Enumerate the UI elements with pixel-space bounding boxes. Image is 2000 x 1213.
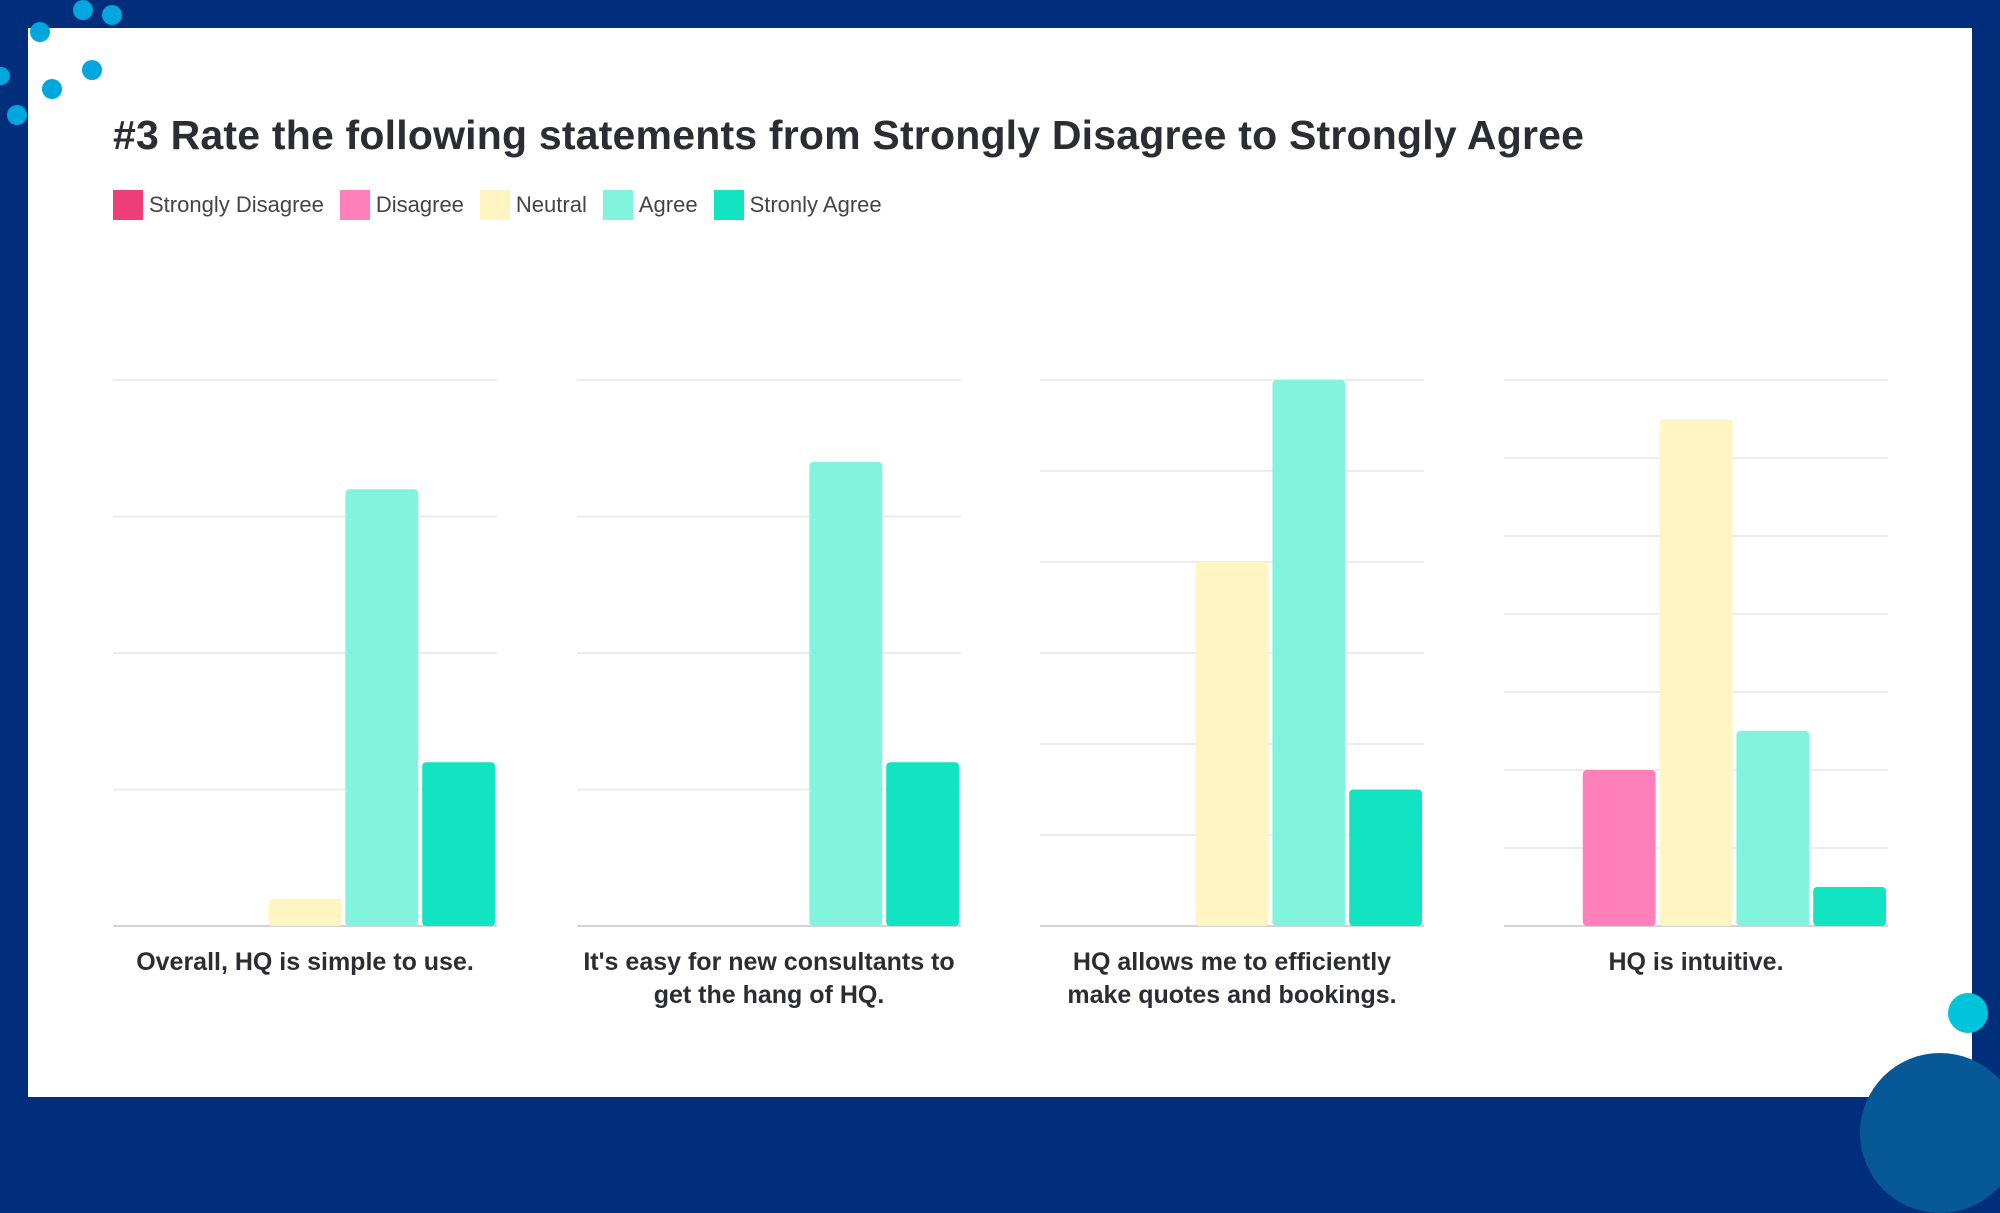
- bar-stronly-agree: [1813, 887, 1886, 926]
- category-label: Overall, HQ is simple to use.: [136, 948, 474, 976]
- decor-dot: [7, 105, 27, 125]
- legend-swatch: [339, 190, 370, 220]
- legend-swatch: [113, 190, 143, 220]
- legend-item: Agree: [602, 190, 698, 220]
- decor-dot: [30, 22, 50, 42]
- legend-label: Neutral: [515, 192, 587, 217]
- legend-swatch: [602, 190, 633, 220]
- decor-dot: [73, 0, 93, 20]
- decor-dot: [102, 5, 122, 25]
- decor-dot: [1948, 993, 1988, 1033]
- legend-label: Disagree: [375, 192, 464, 217]
- legend: Strongly Disagree Disagree Neutral Agree Str…: [113, 190, 882, 220]
- bar-agree: [345, 489, 419, 926]
- legend-item: Stronly Agree: [713, 190, 882, 220]
- legend-item: Neutral: [479, 190, 587, 220]
- legend-label: Stronly Agree: [749, 192, 882, 217]
- legend-swatch: [713, 190, 744, 220]
- bar-neutral: [1195, 562, 1269, 926]
- bar-neutral: [268, 898, 342, 926]
- bar-agree: [809, 461, 883, 926]
- bar-stronly-agree: [886, 762, 959, 926]
- legend-swatch: [479, 190, 510, 220]
- bar-charts: [113, 379, 1888, 927]
- chart-title: #3 Rate the following statements from St…: [113, 112, 1585, 158]
- category-label: HQ allows me to efficiently make quotes …: [1067, 948, 1397, 1009]
- legend-label: Strongly Disagree: [149, 192, 324, 217]
- decor-dot: [82, 60, 102, 80]
- bar-disagree: [1582, 770, 1656, 926]
- bar-agree: [1272, 380, 1346, 926]
- bar-stronly-agree: [1349, 789, 1422, 926]
- category-label: HQ is intuitive.: [1608, 948, 1784, 976]
- decor-dot: [42, 79, 62, 99]
- decor-dot: [0, 67, 10, 85]
- bar-agree: [1736, 731, 1810, 926]
- bar-neutral: [1659, 419, 1733, 926]
- category-label: It's easy for new consultants to get the…: [583, 948, 955, 1009]
- legend-label: Agree: [638, 192, 698, 217]
- legend-item: Disagree: [339, 190, 464, 220]
- legend-item: Strongly Disagree: [113, 190, 324, 220]
- bar-stronly-agree: [422, 762, 495, 926]
